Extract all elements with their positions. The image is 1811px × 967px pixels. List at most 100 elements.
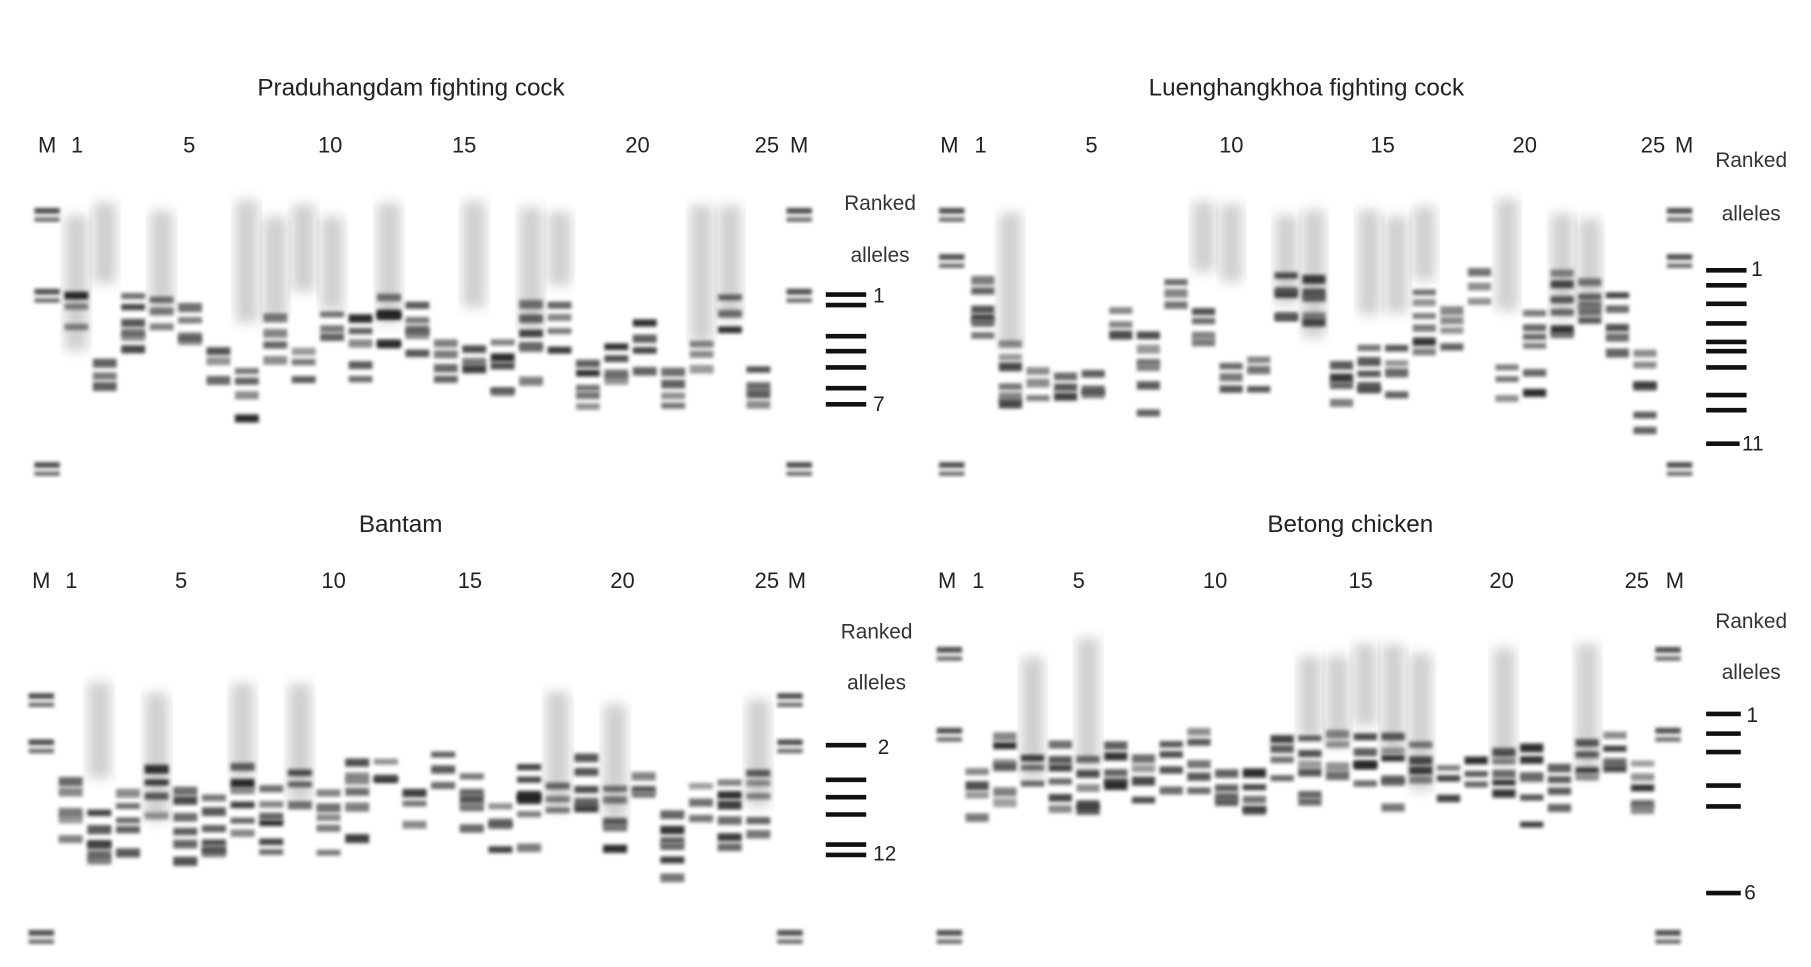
band: [263, 329, 287, 338]
lane-label: M: [788, 568, 806, 593]
band: [517, 811, 541, 817]
band: [1606, 333, 1629, 342]
band: [999, 354, 1022, 361]
marker-band: [1667, 254, 1692, 260]
band: [1137, 331, 1160, 339]
marker-band: [1667, 217, 1692, 222]
band: [1270, 735, 1293, 743]
ranked-label: Ranked: [844, 192, 916, 215]
band: [1132, 797, 1155, 804]
band: [1354, 780, 1377, 786]
band: [1437, 775, 1460, 781]
band: [1243, 806, 1266, 812]
band: [488, 803, 512, 809]
band: [116, 789, 140, 798]
smear: [546, 692, 569, 811]
marker-band: [1655, 737, 1680, 742]
band: [519, 300, 543, 309]
band: [689, 815, 713, 822]
band: [116, 848, 140, 857]
band: [231, 787, 255, 794]
band: [93, 372, 117, 380]
band: [1548, 764, 1571, 773]
band: [548, 347, 572, 354]
band: [434, 364, 458, 372]
band: [59, 815, 83, 823]
band: [660, 857, 684, 864]
band: [292, 348, 316, 356]
band: [93, 382, 117, 391]
band: [517, 843, 541, 852]
smear: [321, 217, 344, 310]
band: [1631, 784, 1654, 791]
band: [993, 787, 1016, 796]
band: [1054, 373, 1077, 381]
band: [576, 360, 600, 368]
band: [1381, 733, 1404, 741]
band: [317, 789, 341, 796]
band: [574, 805, 598, 812]
band: [1243, 796, 1266, 804]
band: [1160, 766, 1183, 773]
band: [999, 362, 1022, 371]
band: [603, 845, 627, 853]
marker-band: [1667, 471, 1692, 476]
band: [259, 839, 283, 846]
marker-band: [34, 217, 59, 222]
band: [633, 319, 657, 326]
gel-figure: Praduhangdam fighting cock M1510152025M …: [0, 0, 1811, 967]
band: [548, 302, 572, 309]
band: [1049, 740, 1072, 748]
band: [405, 330, 429, 339]
band: [603, 786, 627, 792]
band: [317, 803, 341, 812]
band: [402, 789, 426, 797]
band: [1215, 784, 1238, 791]
band: [1275, 312, 1298, 321]
band: [690, 365, 714, 374]
band: [202, 807, 226, 816]
panel-title: Betong chicken: [1267, 511, 1433, 538]
band: [718, 816, 742, 824]
lane-label: 5: [1085, 133, 1097, 158]
lane-label: 5: [183, 133, 195, 158]
band: [603, 796, 627, 804]
smear: [93, 203, 116, 284]
band: [718, 779, 742, 785]
band: [1606, 324, 1629, 332]
allele-label: 1: [1751, 258, 1763, 281]
band: [746, 817, 770, 824]
allele-label: 2: [878, 736, 890, 759]
band: [1243, 784, 1266, 790]
band: [746, 366, 770, 372]
band: [317, 850, 341, 856]
band: [434, 350, 458, 358]
marker-band: [34, 289, 59, 295]
band: [259, 849, 283, 855]
band: [349, 361, 373, 369]
band: [1465, 757, 1488, 765]
band: [1021, 765, 1044, 771]
marker-band: [777, 693, 802, 699]
band: [1104, 769, 1127, 776]
band: [259, 801, 283, 808]
panel-title: Praduhangdam fighting cock: [257, 74, 565, 101]
band: [574, 754, 598, 763]
lane-label: 25: [1625, 568, 1649, 593]
band: [718, 791, 742, 799]
panel-title: Luenghangkhoa fighting cock: [1149, 74, 1465, 101]
band: [59, 788, 83, 797]
band: [292, 359, 316, 365]
band: [1164, 301, 1187, 309]
band: [288, 801, 312, 809]
band: [1076, 756, 1099, 763]
band: [746, 793, 770, 799]
band: [718, 843, 742, 851]
band: [1575, 739, 1598, 747]
band: [178, 337, 202, 345]
band: [632, 791, 656, 797]
band: [1631, 800, 1654, 807]
band: [259, 813, 283, 820]
band: [145, 780, 169, 786]
lane-label: 15: [1348, 568, 1372, 593]
